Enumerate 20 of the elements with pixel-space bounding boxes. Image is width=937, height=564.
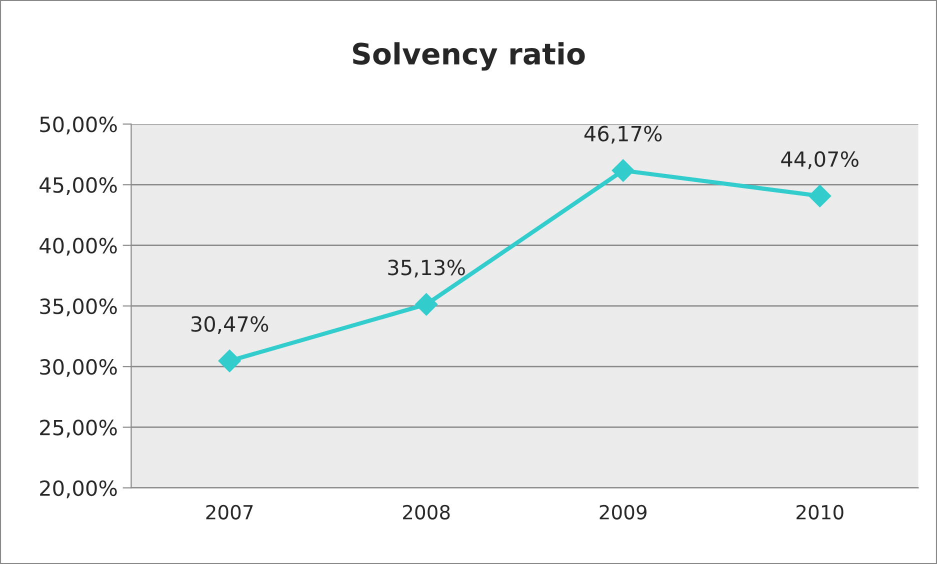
y-tick-label: 40,00% <box>40 238 117 256</box>
data-label: 44,07% <box>781 151 858 170</box>
y-tick-label: 45,00% <box>40 177 117 196</box>
data-label: 46,17% <box>584 126 662 144</box>
y-tick-label: 20,00% <box>40 480 117 498</box>
data-label: 35,13% <box>388 260 465 278</box>
y-tick-label: 25,00% <box>40 420 117 438</box>
data-label: 30,47% <box>191 316 268 334</box>
x-tick-label: 2009 <box>600 504 646 520</box>
y-tick-label: 35,00% <box>40 298 117 316</box>
y-tick-label: 50,00% <box>40 116 117 134</box>
x-tick-label: 2010 <box>796 504 844 520</box>
chart-title: Solvency ratio <box>353 42 585 71</box>
point <box>612 159 634 182</box>
point <box>415 293 438 316</box>
x-tick-label: 2007 <box>206 504 253 520</box>
point <box>218 350 241 372</box>
y-tick-label: 30,00% <box>40 359 117 377</box>
x-tick-label: 2008 <box>403 504 450 520</box>
point <box>808 184 832 208</box>
